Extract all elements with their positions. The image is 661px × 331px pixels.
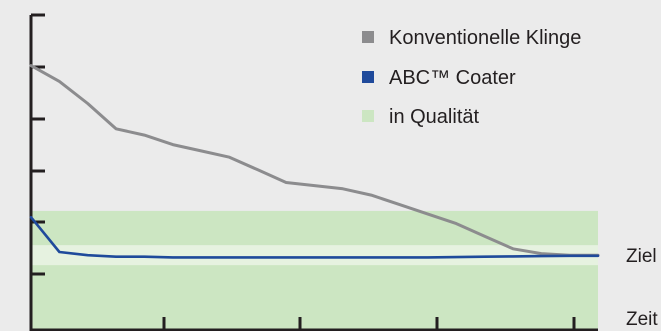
legend-label-in-qualitaet: in Qualität [389, 106, 479, 128]
series-lines [29, 64, 600, 259]
target-strip [31, 245, 598, 266]
legend-swatch-in-qualitaet [362, 110, 374, 122]
legend-swatch-konventionelle-klinge [362, 31, 374, 43]
series-line-1 [29, 215, 600, 259]
legend-swatch-abc-coater [362, 71, 374, 83]
axes [29, 13, 598, 331]
x-axis-label: Zeit [626, 309, 658, 330]
target-label: Ziel [626, 246, 657, 267]
series-line-0 [29, 64, 600, 257]
legend-label-konventionelle-klinge: Konventionelle Klinge [389, 27, 581, 49]
legend: Konventionelle Klinge ABC™ Coater in Qua… [362, 27, 581, 128]
legend-label-abc-coater: ABC™ Coater [389, 67, 516, 89]
quality-band [31, 210, 598, 331]
